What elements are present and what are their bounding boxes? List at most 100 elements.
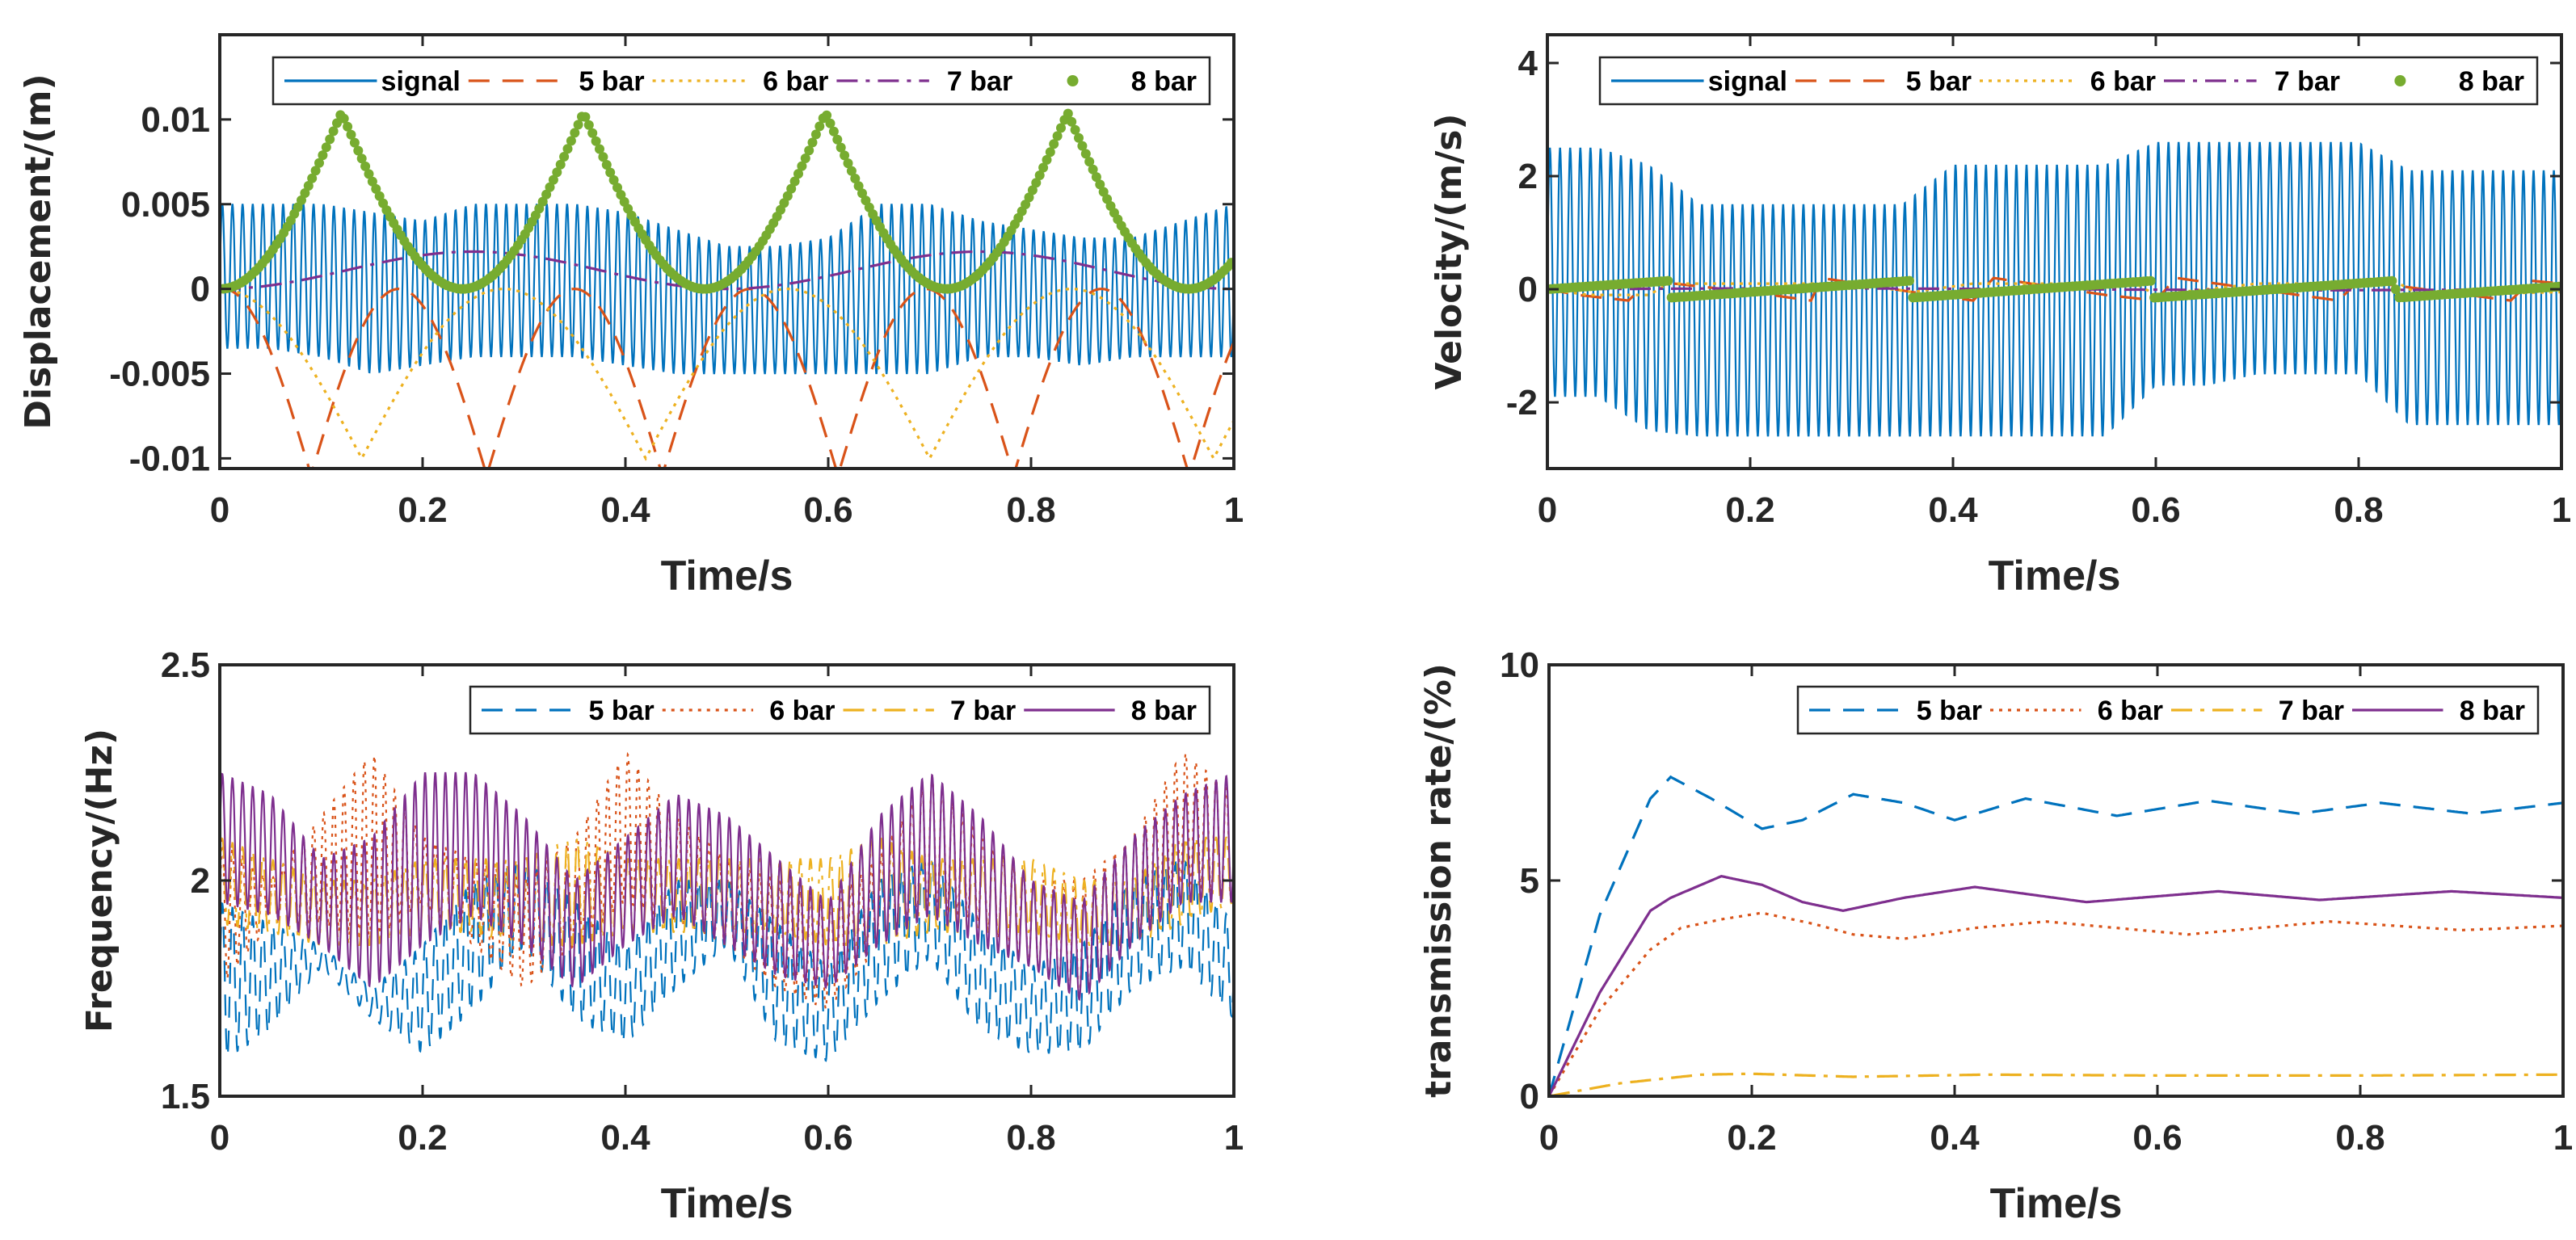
legend-entry-6-bar: 6 bar [662, 696, 836, 726]
x-tick-label: 0 [1538, 490, 1557, 530]
marker-point [1027, 185, 1038, 195]
x-tick-label: 0 [1539, 1118, 1559, 1158]
marker-point [800, 153, 810, 163]
y-tick-label: 4 [1518, 44, 1538, 83]
legend-entry-8-bar: 8 bar [1067, 66, 1197, 97]
marker-point [587, 128, 598, 138]
legend-entry-7-bar: 7 bar [2171, 696, 2344, 726]
y-axis-label: transmission rate/(%) [1418, 663, 1459, 1098]
legend-marker [2394, 75, 2406, 86]
marker-point [562, 144, 573, 154]
y-tick-label: 5 [1520, 861, 1539, 901]
legend-label: signal [381, 66, 461, 97]
marker-point [828, 126, 839, 137]
marker-point [850, 174, 861, 183]
marker-point [608, 174, 619, 185]
marker-point [364, 169, 374, 179]
marker-point [836, 142, 846, 153]
legend-label: 8 bar [1131, 696, 1197, 726]
marker-point [1074, 132, 1084, 143]
marker-point [786, 183, 797, 194]
series-group [220, 751, 1234, 1062]
legend-label: 6 bar [2090, 66, 2156, 97]
y-tick-label: -2 [1506, 383, 1538, 422]
legend-entry-7-bar: 7 bar [2164, 66, 2340, 97]
legend-entry-7-bar: 7 bar [843, 696, 1016, 726]
marker-point [541, 189, 552, 200]
marker-point [797, 161, 807, 171]
marker-point [371, 183, 381, 194]
marker-point [1056, 123, 1066, 133]
8-bar-series [1547, 275, 2561, 303]
legend-entry-signal: signal [284, 66, 461, 97]
x-axis-label: Time/s [1990, 1180, 2123, 1227]
marker-point [367, 176, 377, 187]
axes-box [218, 33, 1235, 470]
legend: signal 5 bar 6 bar 7 bar 8 bar [1598, 56, 2539, 106]
marker-point [1091, 172, 1101, 183]
8-bar-series [1549, 875, 2563, 1096]
marker-point [853, 181, 864, 191]
marker-point [321, 142, 331, 153]
legend-marker [1067, 75, 1079, 86]
x-tick-label: 0.8 [2334, 490, 2383, 530]
legend: signal 5 bar 6 bar 7 bar 8 bar [271, 56, 1211, 106]
marker-point [598, 152, 608, 162]
x-tick-label: 0 [210, 490, 229, 530]
y-axis-label: Velocity/(m/s) [1429, 113, 1470, 389]
7-bar-series [1549, 1072, 2563, 1096]
x-tick-label: 0.6 [803, 1118, 852, 1158]
y-axis-label: Displacement/(m) [18, 74, 59, 429]
marker-point [548, 174, 558, 185]
x-tick-label: 1 [1224, 1118, 1244, 1158]
y-tick-label: 0 [1520, 1077, 1539, 1116]
marker-point [346, 129, 356, 140]
legend-label: 5 bar [579, 66, 644, 97]
series-group [1547, 141, 2561, 437]
x-tick-label: 1 [1224, 490, 1244, 530]
marker-point [349, 137, 360, 148]
axes-box [1546, 33, 2563, 470]
x-tick-label: 0.8 [1006, 1118, 1055, 1158]
legend-entry-5-bar: 5 bar [482, 696, 655, 726]
legend: 5 bar 6 bar 7 bar 8 bar [469, 685, 1211, 735]
x-tick-label: 0.4 [600, 490, 650, 530]
marker-point [782, 191, 793, 201]
x-tick-label: 0.4 [1928, 490, 1978, 530]
marker-point [1226, 258, 1234, 268]
displacement-plot: 0 0.2 0.4 0.6 0.8 1 -0.01 -0.005 0 0.005 0.01 Time/… [18, 33, 1244, 599]
6-bar-series [220, 287, 1234, 461]
x-axis-label: Time/s [661, 1180, 793, 1227]
marker-point [300, 188, 310, 198]
y-axis-label: Frequency/(Hz) [79, 729, 120, 1032]
marker-point [1024, 192, 1034, 203]
legend-label: 8 bar [1131, 66, 1197, 97]
x-tick-label: 0.2 [398, 1118, 447, 1158]
legend-entry-6-bar: 6 bar [652, 66, 828, 97]
legend-label: 6 bar [2098, 696, 2163, 726]
x-tick-label: 0 [210, 1118, 229, 1158]
marker-point [1063, 108, 1073, 119]
marker-point [1084, 157, 1095, 167]
legend-label: 7 bar [2275, 66, 2340, 97]
x-tick-label: 0.6 [803, 490, 852, 530]
marker-point [846, 166, 857, 176]
x-axis-label: Time/s [1989, 553, 2121, 599]
legend-label: 6 bar [769, 696, 835, 726]
marker-point [573, 120, 583, 130]
marker-point [555, 159, 566, 170]
legend-label: 7 bar [950, 696, 1016, 726]
marker-point [1034, 170, 1045, 180]
marker-point [595, 144, 604, 154]
legend-entry-signal: signal [1611, 66, 1787, 97]
marker-point [339, 113, 349, 124]
legend-label: 8 bar [2460, 696, 2525, 726]
legend-entry-5-bar: 5 bar [1809, 696, 1982, 726]
legend-label: 6 bar [763, 66, 828, 97]
x-tick-label: 0.4 [1930, 1118, 1980, 1158]
marker-point [559, 152, 570, 162]
marker-point [325, 134, 335, 145]
marker-point [793, 169, 803, 179]
x-tick-label: 0.8 [1006, 490, 1055, 530]
